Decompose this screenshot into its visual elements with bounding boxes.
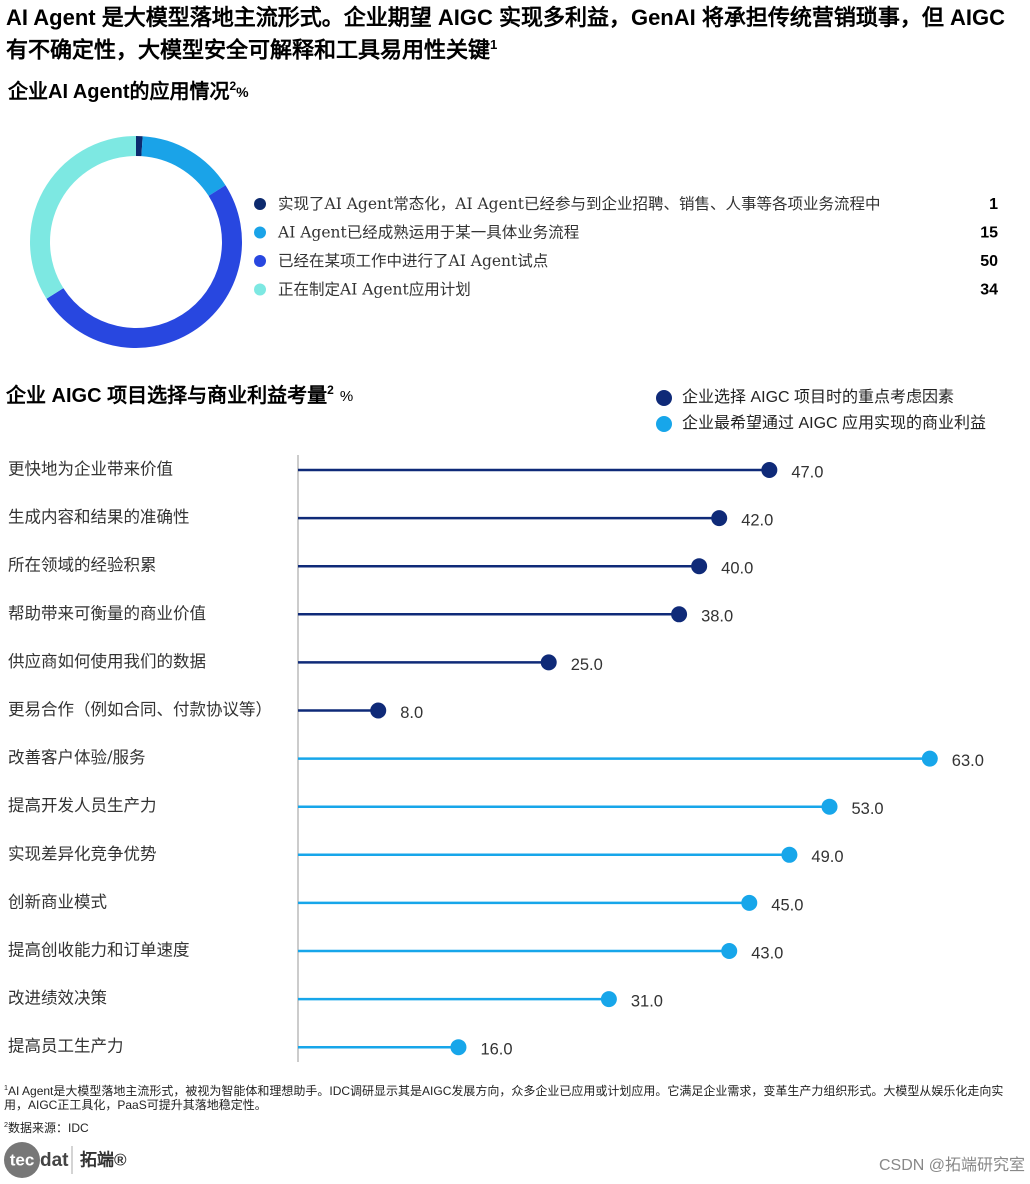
watermark: CSDN @拓端研究室 xyxy=(879,1156,1025,1174)
value-label: 25.0 xyxy=(571,656,603,674)
category-label: 更易合作（例如合同、付款协议等） xyxy=(8,700,272,719)
donut-segment xyxy=(46,185,243,348)
lollipop-dot xyxy=(450,1039,467,1056)
lollipop-dot xyxy=(761,462,778,478)
lollipop-dot xyxy=(600,991,617,1008)
legend-marker xyxy=(254,226,266,239)
chart-title: 企业AI Agent的应用情况2% xyxy=(7,79,249,103)
category-label: 改进绩效决策 xyxy=(8,989,107,1008)
lollipop-dot xyxy=(671,606,688,623)
value-label: 42.0 xyxy=(741,511,773,529)
lollipop-dot xyxy=(741,894,758,911)
legend-marker xyxy=(656,416,672,432)
logo-cn: 拓端® xyxy=(80,1149,127,1169)
category-label: 帮助带来可衡量的商业价值 xyxy=(8,604,206,623)
title-text: AI Agent 是大模型落地主流形式。企业期望 AIGC 实现多利益，GenA… xyxy=(6,5,1005,63)
value-label: 8.0 xyxy=(400,704,423,722)
title-unit: % xyxy=(236,84,249,100)
title-ref: 1 xyxy=(490,37,498,52)
legend-marker xyxy=(656,390,672,406)
value-label: 40.0 xyxy=(721,560,753,578)
lollipop-dot xyxy=(540,654,557,671)
legend-label: 企业选择 AIGC 项目时的重点考虑因素 xyxy=(682,388,954,406)
value-label: 49.0 xyxy=(811,848,843,866)
donut-segment xyxy=(29,136,136,299)
legend-label: 已经在某项工作中进行了AI Agent试点 xyxy=(278,252,548,270)
logo-badge xyxy=(4,1142,40,1178)
legend-value: 50 xyxy=(980,253,998,270)
footnote-ref: 2 xyxy=(4,1120,8,1129)
lollipop-dot xyxy=(821,798,838,815)
title-ref: 2 xyxy=(327,383,334,397)
lollipop-dot xyxy=(691,558,708,575)
category-label: 提高开发人员生产力 xyxy=(8,796,157,815)
footnote: 2数据来源：IDC xyxy=(4,1118,1024,1135)
legend-label: AI Agent已经成熟运用于某一具体业务流程 xyxy=(277,224,579,242)
value-label: 38.0 xyxy=(701,608,733,626)
page-title: AI Agent 是大模型落地主流形式。企业期望 AIGC 实现多利益，GenA… xyxy=(6,4,1021,63)
legend-marker xyxy=(254,198,266,210)
lollipop-dot xyxy=(921,750,938,767)
title-unit: % xyxy=(340,388,353,405)
legend-marker xyxy=(254,255,266,267)
category-label: 创新商业模式 xyxy=(8,892,107,911)
lollipop-dot xyxy=(781,846,798,863)
value-label: 53.0 xyxy=(852,800,884,818)
lollipop-dot xyxy=(370,702,387,719)
legend-label: 正在制定AI Agent应用计划 xyxy=(278,280,471,299)
value-label: 31.0 xyxy=(631,992,663,1010)
title-text: 企业 AIGC 项目选择与商业利益考量 xyxy=(5,383,327,407)
legend-label: 企业最希望通过 AIGC 应用实现的商业利益 xyxy=(682,413,986,432)
legend-value: 1 xyxy=(989,196,998,213)
legend-marker xyxy=(254,283,266,296)
logo-mark: tec xyxy=(10,1150,35,1169)
footnote-text: 数据来源：IDC xyxy=(8,1121,89,1135)
category-label: 所在领域的经验积累 xyxy=(8,556,157,575)
footnote-text: AI Agent是大模型落地主流形式，被视为智能体和理想助手。IDC调研显示其是… xyxy=(4,1084,1004,1112)
footnote: 1AI Agent是大模型落地主流形式，被视为智能体和理想助手。IDC调研显示其… xyxy=(4,1081,1024,1112)
chart-title: 企业 AIGC 项目选择与商业利益考量2% xyxy=(5,383,353,407)
donut-segment xyxy=(141,136,226,196)
title-text: 企业AI Agent的应用情况 xyxy=(7,79,229,103)
category-label: 改善客户体验/服务 xyxy=(8,748,146,767)
value-label: 45.0 xyxy=(771,896,803,914)
legend-value: 15 xyxy=(980,225,998,242)
value-label: 63.0 xyxy=(952,752,984,770)
value-label: 47.0 xyxy=(791,463,823,481)
legend-value: 34 xyxy=(980,282,998,299)
value-label: 43.0 xyxy=(751,944,783,962)
category-label: 生成内容和结果的准确性 xyxy=(8,508,190,527)
logo-name: dat xyxy=(40,1150,69,1171)
title-ref: 2 xyxy=(229,79,236,93)
value-label: 16.0 xyxy=(480,1041,512,1059)
lollipop-dot xyxy=(711,510,728,527)
category-label: 供应商如何使用我们的数据 xyxy=(8,652,206,671)
legend-label: 实现了AI Agent常态化，AI Agent已经参与到企业招聘、销售、人事等各… xyxy=(278,195,881,213)
donut-segment xyxy=(136,136,143,157)
lollipop-dot xyxy=(721,943,738,959)
category-label: 提高员工生产力 xyxy=(8,1037,124,1056)
category-label: 提高创收能力和订单速度 xyxy=(8,941,190,960)
category-label: 实现差异化竞争优势 xyxy=(8,844,157,863)
footnote-ref: 1 xyxy=(4,1083,8,1092)
category-label: 更快地为企业带来价值 xyxy=(8,460,173,479)
